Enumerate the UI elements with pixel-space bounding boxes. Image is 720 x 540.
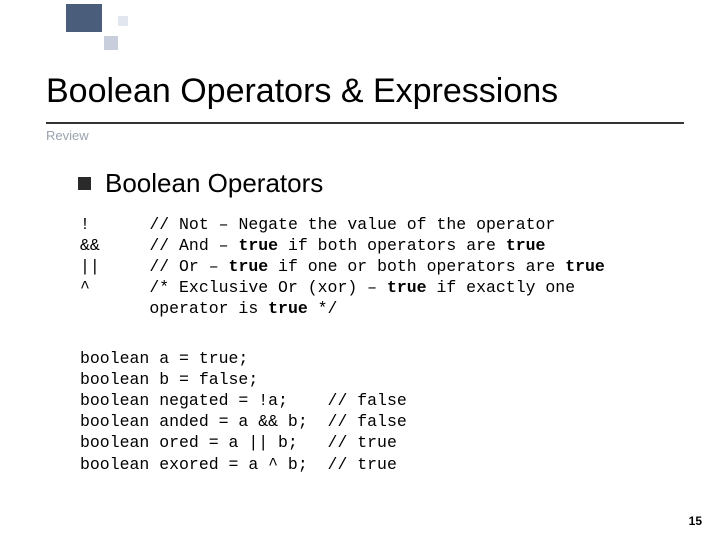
op-and-pre: // And – [149,236,238,255]
op-xor-sym: ^ [80,278,90,297]
ex-line-5: boolean exored = a ^ b; // true [80,455,397,474]
op-and-b1: true [238,236,278,255]
example-code: boolean a = true; boolean b = false; boo… [80,348,407,475]
section-heading-text: Boolean Operators [105,168,323,199]
op-xor-b2: true [268,299,308,318]
slide-title: Boolean Operators & Expressions [46,72,558,111]
ex-line-3: boolean anded = a && b; // false [80,412,407,431]
slide-subtitle: Review [46,128,89,143]
ex-line-1: boolean b = false; [80,370,258,389]
op-and-sym: && [80,236,100,255]
op-xor-pre: /* Exclusive Or (xor) – [149,278,387,297]
ex-line-4: boolean ored = a || b; // true [80,433,397,452]
decor-square-small [118,16,128,26]
op-xor-line2a: operator is [149,299,268,318]
op-and-b2: true [506,236,546,255]
op-or-b2: true [565,257,605,276]
bullet-square-icon [78,177,91,190]
decor-square-medium [104,36,118,50]
ex-line-2: boolean negated = !a; // false [80,391,407,410]
section-heading: Boolean Operators [78,168,323,199]
page-number: 15 [689,514,702,528]
op-or-mid: if one or both operators are [268,257,565,276]
op-or-b1: true [229,257,269,276]
title-underline [46,122,684,124]
slide: Boolean Operators & Expressions Review B… [0,0,720,540]
op-not-pre: // Not – Negate the value of the operato… [149,215,555,234]
op-or-pre: // Or – [149,257,228,276]
operator-definitions: ! // Not – Negate the value of the opera… [80,214,605,320]
op-xor-b1: true [387,278,427,297]
op-xor-mid: if exactly one [427,278,576,297]
decor-square-large [66,4,102,32]
op-xor-line2b: */ [308,299,338,318]
ex-line-0: boolean a = true; [80,349,248,368]
op-or-sym: || [80,257,100,276]
op-not-sym: ! [80,215,90,234]
op-and-mid: if both operators are [278,236,506,255]
